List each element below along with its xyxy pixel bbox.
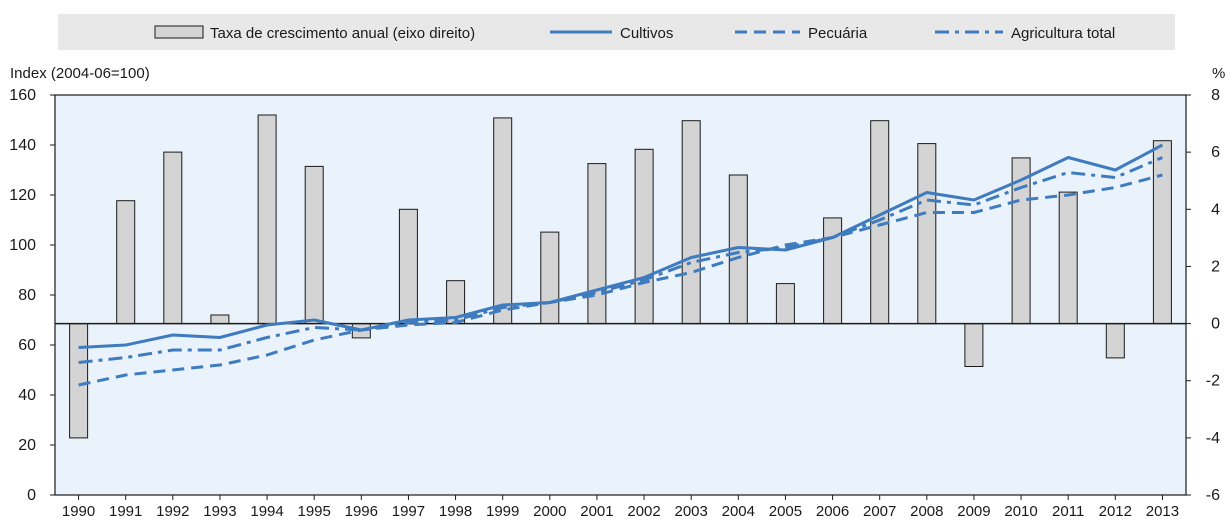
x-tick-label-1995: 1995 — [298, 503, 331, 520]
x-tick-label-1992: 1992 — [156, 503, 189, 520]
right-tick-label-2: 2 — [1211, 258, 1220, 275]
right-tick-label-6: 6 — [1211, 144, 1220, 161]
bar-1999 — [493, 117, 513, 325]
legend-label-pecuaria: Pecuária — [808, 25, 868, 42]
left-tick-label-100: 100 — [9, 237, 36, 254]
x-tick-label-1993: 1993 — [203, 503, 236, 520]
bar-2012 — [1105, 323, 1125, 359]
x-tick-label-1994: 1994 — [250, 503, 283, 520]
x-tick-label-2000: 2000 — [533, 503, 566, 520]
x-tick-label-2003: 2003 — [675, 503, 708, 520]
series-line-agricultura-total — [78, 156, 1163, 364]
left-tick-label-160: 160 — [9, 87, 36, 104]
bar-2002 — [634, 148, 654, 325]
right-axis-title: % — [1212, 65, 1225, 82]
bar-1992 — [163, 151, 183, 324]
bar-1995 — [304, 165, 324, 324]
bar-1991 — [116, 200, 136, 325]
x-tick-label-1990: 1990 — [62, 503, 95, 520]
x-tick-label-1991: 1991 — [109, 503, 142, 520]
series-line-cultivos — [78, 143, 1164, 349]
bar-1997 — [398, 208, 418, 325]
right-tick-label--2: -2 — [1206, 373, 1220, 390]
x-tick-label-2010: 2010 — [1004, 503, 1037, 520]
legend: Taxa de crescimento anual (eixo direito)… — [58, 14, 1175, 50]
x-tick-label-1997: 1997 — [392, 503, 425, 520]
x-tick-label-2008: 2008 — [910, 503, 943, 520]
left-tick-label-0: 0 — [27, 487, 36, 504]
x-tick-label-2001: 2001 — [580, 503, 613, 520]
right-tick-label--6: -6 — [1206, 487, 1220, 504]
left-tick-label-140: 140 — [9, 137, 36, 154]
x-tick-label-1996: 1996 — [345, 503, 378, 520]
x-tick-label-2005: 2005 — [769, 503, 802, 520]
legend-bar-swatch — [154, 25, 204, 39]
x-tick-label-2002: 2002 — [627, 503, 660, 520]
right-tick-label--4: -4 — [1206, 430, 1220, 447]
right-tick-label-4: 4 — [1211, 201, 1220, 218]
x-tick-label-2006: 2006 — [816, 503, 849, 520]
left-tick-label-60: 60 — [18, 337, 36, 354]
bar-2001 — [587, 163, 607, 325]
legend-label-agricultura-total: Agricultura total — [1011, 25, 1115, 42]
x-tick-label-2013: 2013 — [1146, 503, 1179, 520]
bar-1994 — [257, 114, 277, 325]
lines-group — [78, 143, 1164, 387]
bar-2003 — [681, 120, 701, 325]
x-tick-label-2007: 2007 — [863, 503, 896, 520]
left-tick-label-40: 40 — [18, 387, 36, 404]
x-tick-label-2011: 2011 — [1052, 503, 1084, 520]
right-tick-label-0: 0 — [1211, 316, 1220, 333]
bar-2009 — [964, 323, 984, 368]
bar-2008 — [917, 143, 937, 325]
bar-2005 — [775, 283, 795, 325]
bar-2011 — [1058, 191, 1078, 324]
axes-group: 0 20 40 60 80 100 120 140 160 -6 -4 -2 0 2 4 6 8 1990 1991… — [9, 87, 1220, 520]
left-tick-label-20: 20 — [18, 437, 36, 454]
right-tick-label-8: 8 — [1211, 87, 1220, 104]
legend-label-bars: Taxa de crescimento anual (eixo direito) — [210, 25, 475, 42]
x-tick-label-2004: 2004 — [722, 503, 755, 520]
left-axis-title: Index (2004-06=100) — [10, 65, 150, 82]
left-tick-label-120: 120 — [9, 187, 36, 204]
bar-1993 — [210, 314, 230, 325]
bar-2013 — [1152, 140, 1172, 325]
x-tick-label-2012: 2012 — [1099, 503, 1132, 520]
series-line-pecu-ria — [78, 173, 1163, 387]
plot-area — [55, 95, 1186, 495]
bar-1990 — [69, 323, 89, 439]
left-tick-label-80: 80 — [18, 287, 36, 304]
x-tick-label-1999: 1999 — [486, 503, 519, 520]
legend-label-cultivos: Cultivos — [620, 25, 673, 42]
x-tick-label-2009: 2009 — [957, 503, 990, 520]
x-tick-label-1998: 1998 — [439, 503, 472, 520]
bar-2000 — [540, 231, 560, 325]
